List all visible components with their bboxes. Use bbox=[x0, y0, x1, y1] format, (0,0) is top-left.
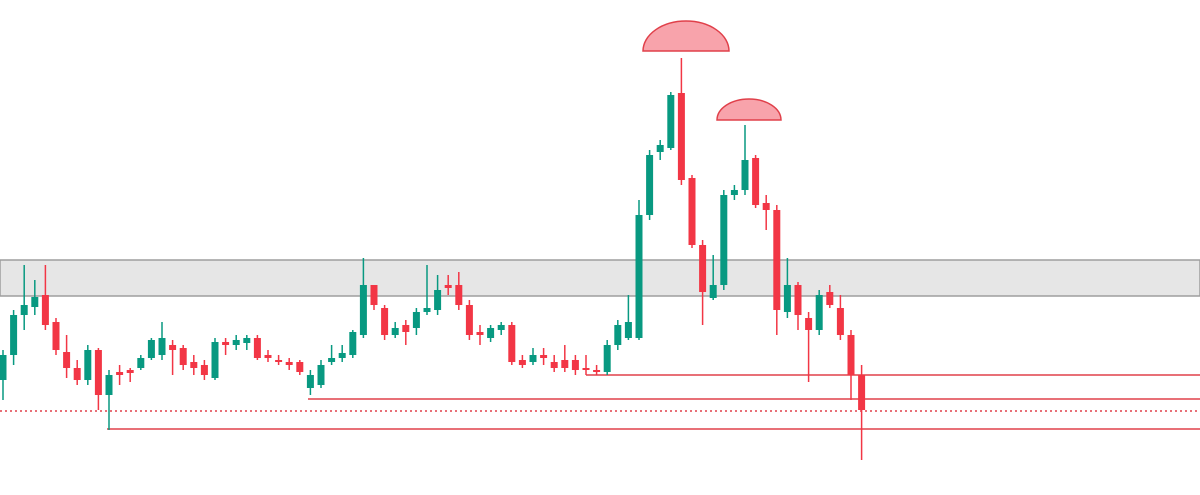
candle-body bbox=[169, 345, 177, 350]
candle-body bbox=[285, 362, 293, 365]
level-layer bbox=[0, 374, 1200, 430]
candle-body bbox=[370, 285, 378, 305]
candle-body bbox=[338, 353, 346, 358]
candle-body bbox=[815, 295, 823, 330]
candle-body bbox=[497, 325, 505, 330]
candle-body bbox=[741, 160, 749, 190]
candle-body bbox=[137, 358, 145, 368]
candle-body bbox=[677, 93, 685, 180]
candle-body bbox=[699, 245, 707, 292]
candle-body bbox=[794, 285, 802, 315]
candle-body bbox=[317, 365, 325, 385]
candle-body bbox=[826, 292, 834, 305]
candle-body bbox=[243, 338, 251, 343]
candle-body bbox=[752, 158, 760, 205]
candle-body bbox=[762, 203, 770, 210]
candle-layer bbox=[0, 58, 866, 460]
candle-body bbox=[593, 370, 601, 372]
candle-body bbox=[476, 332, 484, 335]
candle-body bbox=[582, 368, 590, 370]
candle-body bbox=[105, 375, 113, 395]
candle-body bbox=[667, 95, 675, 148]
candle-body bbox=[147, 340, 155, 358]
candle-body bbox=[646, 155, 654, 215]
candle-body bbox=[614, 325, 622, 345]
candle-body bbox=[264, 355, 272, 358]
zone-layer bbox=[0, 259, 1200, 297]
candle-body bbox=[126, 370, 134, 373]
candle-body bbox=[434, 290, 442, 310]
candle-body bbox=[0, 355, 7, 380]
candle-body bbox=[20, 305, 28, 315]
candle-body bbox=[571, 360, 579, 370]
candle-body bbox=[444, 285, 452, 288]
resistance-zone bbox=[0, 259, 1200, 297]
candle-body bbox=[423, 308, 431, 312]
candle-body bbox=[561, 360, 569, 368]
candle-body bbox=[624, 322, 632, 338]
candle-body bbox=[359, 285, 367, 335]
candle-body bbox=[275, 360, 283, 362]
candle-body bbox=[222, 342, 230, 345]
candle-body bbox=[847, 335, 855, 375]
candle-body bbox=[296, 362, 304, 372]
candle-body bbox=[41, 295, 49, 325]
candle-body bbox=[836, 308, 844, 335]
candle-body bbox=[518, 360, 526, 365]
candle-body bbox=[190, 362, 198, 368]
peak-marker bbox=[642, 20, 730, 52]
candle-body bbox=[253, 338, 261, 358]
candle-body bbox=[688, 178, 696, 245]
candle-body bbox=[211, 342, 219, 378]
candle-body bbox=[200, 365, 208, 375]
peak-marker bbox=[716, 98, 782, 121]
candle-body bbox=[31, 297, 39, 307]
candle-body bbox=[635, 215, 643, 338]
candle-body bbox=[52, 322, 60, 350]
candle-body bbox=[179, 348, 187, 365]
candle-body bbox=[10, 315, 18, 355]
candle-body bbox=[116, 372, 124, 375]
candle-body bbox=[720, 195, 728, 285]
candle-body bbox=[773, 210, 781, 310]
candle-body bbox=[402, 325, 410, 332]
candle-body bbox=[84, 350, 92, 380]
candle-body bbox=[709, 285, 717, 298]
candle-body bbox=[656, 145, 664, 152]
candle-body bbox=[730, 190, 738, 195]
candle-body bbox=[158, 338, 166, 355]
candle-body bbox=[232, 340, 240, 345]
candle-body bbox=[391, 328, 399, 335]
candle-body bbox=[412, 312, 420, 328]
candle-body bbox=[858, 375, 866, 410]
candle-body bbox=[487, 328, 495, 338]
candle-body bbox=[550, 362, 558, 368]
candle-body bbox=[381, 308, 389, 335]
candle-body bbox=[73, 368, 81, 380]
candle-body bbox=[783, 285, 791, 312]
candle-body bbox=[508, 325, 516, 362]
candle-body bbox=[805, 318, 813, 330]
candle-body bbox=[328, 358, 336, 362]
candle-body bbox=[540, 355, 548, 358]
candle-body bbox=[455, 285, 463, 305]
candle-body bbox=[529, 355, 537, 362]
candle-body bbox=[603, 345, 611, 372]
candle-body bbox=[306, 375, 314, 388]
candle-body bbox=[465, 305, 473, 335]
candle-body bbox=[349, 332, 357, 355]
candle-body bbox=[94, 350, 102, 395]
candle-body bbox=[63, 352, 71, 368]
